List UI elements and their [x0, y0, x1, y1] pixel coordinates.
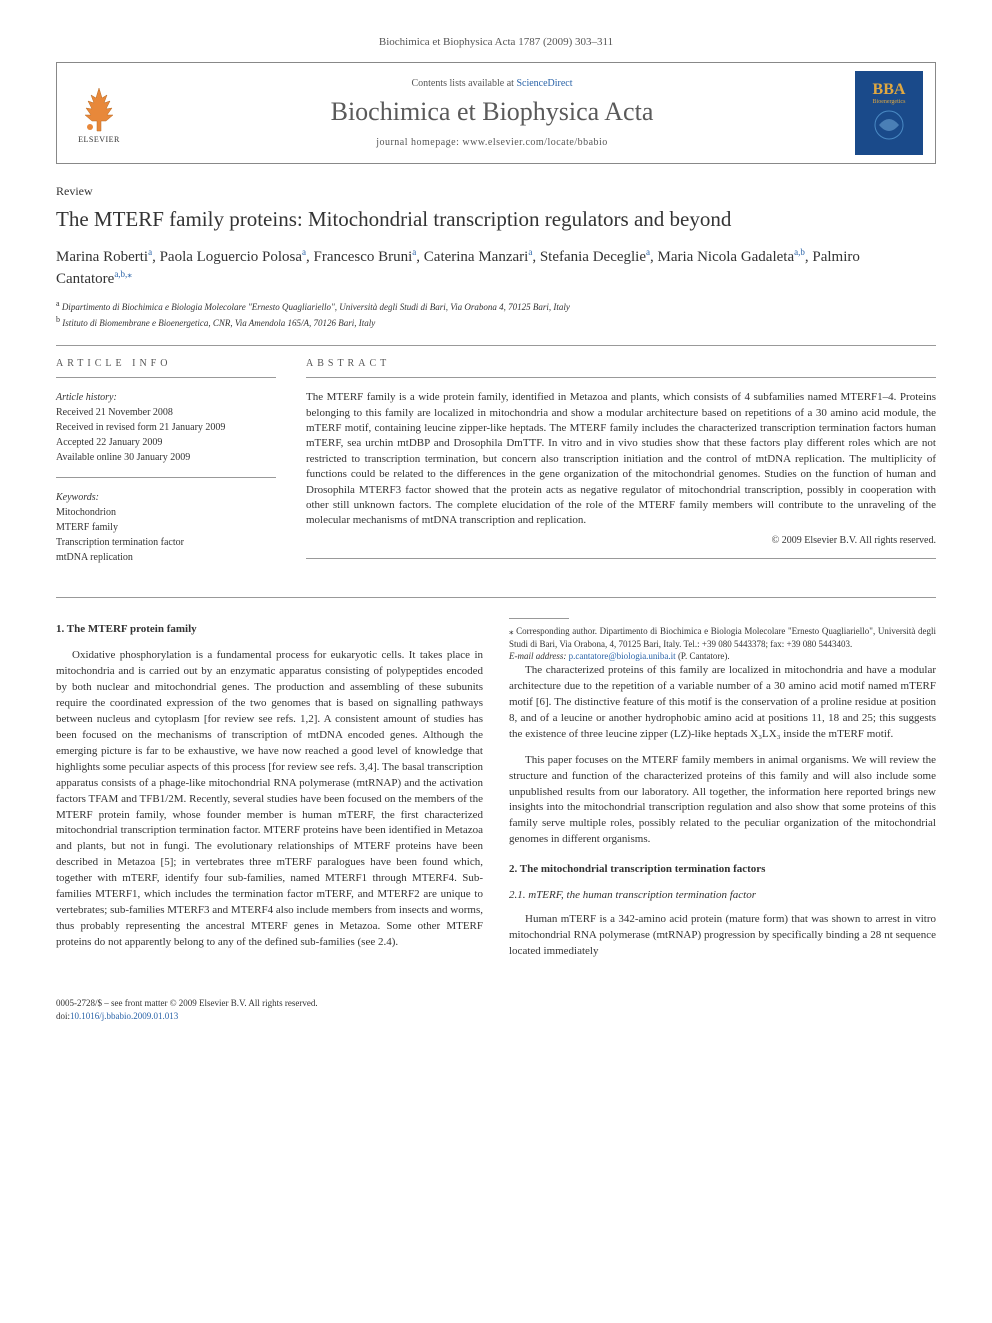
author-affil-sup: a,b, — [114, 269, 127, 279]
affiliation-b: b Istituto di Biomembrane e Bioenergetic… — [56, 314, 936, 330]
divider — [306, 558, 936, 559]
email-suffix: (P. Cantatore). — [676, 651, 730, 661]
homepage-label: journal homepage: — [376, 137, 462, 148]
doi-label: doi: — [56, 1011, 70, 1021]
author-affil-sup: a — [528, 247, 532, 257]
divider — [306, 377, 936, 378]
author[interactable]: Maria Nicola Gadaleta — [658, 249, 795, 265]
homepage-line: journal homepage: www.elsevier.com/locat… — [129, 137, 855, 148]
article-history-block: Article history: Received 21 November 20… — [56, 390, 276, 465]
keyword: Transcription termination factor — [56, 535, 276, 550]
online-date: Available online 30 January 2009 — [56, 450, 276, 465]
received-date: Received 21 November 2008 — [56, 405, 276, 420]
keyword: MTERF family — [56, 520, 276, 535]
abstract-column: ABSTRACT The MTERF family is a wide prot… — [306, 358, 936, 577]
affiliation-text: Dipartimento di Biochimica e Biologia Mo… — [62, 302, 570, 312]
info-abstract-row: ARTICLE INFO Article history: Received 2… — [56, 358, 936, 577]
author[interactable]: Stefania Deceglie — [540, 249, 646, 265]
keyword: mtDNA replication — [56, 550, 276, 565]
section-2-heading: 2. The mitochondrial transcription termi… — [509, 862, 936, 878]
author[interactable]: Marina Roberti — [56, 249, 148, 265]
author[interactable]: Paola Loguercio Polosa — [160, 249, 302, 265]
body-paragraph: The characterized proteins of this famil… — [509, 663, 936, 743]
header-inner: ELSEVIER Contents lists available at Sci… — [57, 63, 935, 163]
author-affil-sup: a — [412, 247, 416, 257]
keyword: Mitochondrion — [56, 505, 276, 520]
footnote-corr: ⁎ Corresponding author. Dipartimento di … — [509, 625, 936, 650]
divider — [56, 377, 276, 378]
article-info-column: ARTICLE INFO Article history: Received 2… — [56, 358, 276, 577]
abstract-header: ABSTRACT — [306, 358, 936, 369]
abstract-copyright: © 2009 Elsevier B.V. All rights reserved… — [306, 535, 936, 546]
homepage-url[interactable]: www.elsevier.com/locate/bbabio — [462, 137, 607, 148]
elsevier-logo: ELSEVIER — [69, 78, 129, 148]
author[interactable]: Caterina Manzari — [424, 249, 529, 265]
body-paragraph: Human mTERF is a 342-amino acid protein … — [509, 912, 936, 960]
journal-name: Biochimica et Biophysica Acta — [129, 97, 855, 127]
elsevier-tree-icon — [76, 83, 122, 133]
author-affil-sup: a — [646, 247, 650, 257]
affiliation-text: Istituto di Biomembrane e Bioenergetica,… — [62, 318, 375, 328]
sciencedirect-link[interactable]: ScienceDirect — [516, 78, 572, 89]
article-info-header: ARTICLE INFO — [56, 358, 276, 369]
footnote-block: ⁎ Corresponding author. Dipartimento di … — [509, 618, 936, 663]
revised-date: Received in revised form 21 January 2009 — [56, 420, 276, 435]
keywords-label: Keywords: — [56, 490, 276, 505]
corresponding-author-footnote: ⁎ Corresponding author. Dipartimento di … — [509, 625, 936, 663]
journal-reference: Biochimica et Biophysica Acta 1787 (2009… — [56, 36, 936, 48]
affiliation-a: a Dipartimento di Biochimica e Biologia … — [56, 298, 936, 314]
divider — [56, 345, 936, 346]
author-affil-sup: a,b — [794, 247, 805, 257]
bba-graphic-icon — [869, 105, 909, 145]
email-label: E-mail address: — [509, 651, 569, 661]
footnote-email-line: E-mail address: p.cantatore@biologia.uni… — [509, 650, 936, 663]
abstract-text: The MTERF family is a wide protein famil… — [306, 390, 936, 529]
bba-label: BBA — [873, 81, 906, 99]
keywords-block: Keywords: Mitochondrion MTERF family Tra… — [56, 490, 276, 565]
author[interactable]: Francesco Bruni — [314, 249, 413, 265]
accepted-date: Accepted 22 January 2009 — [56, 435, 276, 450]
body-paragraph: This paper focuses on the MTERF family m… — [509, 753, 936, 849]
history-label: Article history: — [56, 390, 276, 405]
footer-copyright: 0005-2728/$ – see front matter © 2009 El… — [56, 997, 936, 1010]
body-paragraph: Oxidative phosphorylation is a fundament… — [56, 648, 483, 951]
section-2-1-heading: 2.1. mTERF, the human transcription term… — [509, 888, 936, 904]
elsevier-label: ELSEVIER — [78, 135, 120, 144]
author-affil-sup: a — [148, 247, 152, 257]
article-title: The MTERF family proteins: Mitochondrial… — [56, 207, 936, 232]
page-footer: 0005-2728/$ – see front matter © 2009 El… — [56, 997, 936, 1022]
divider — [56, 477, 276, 478]
affiliations: a Dipartimento di Biochimica e Biologia … — [56, 298, 936, 329]
article-type: Review — [56, 184, 936, 199]
footer-doi-line: doi:10.1016/j.bbabio.2009.01.013 — [56, 1010, 936, 1023]
journal-header-box: ELSEVIER Contents lists available at Sci… — [56, 62, 936, 164]
author-affil-sup: a — [302, 247, 306, 257]
contents-prefix: Contents lists available at — [411, 78, 516, 89]
section-1-heading: 1. The MTERF protein family — [56, 622, 483, 638]
bba-cover-thumbnail: BBA Bioenergetics — [855, 71, 923, 155]
author-list: Marina Robertia, Paola Loguercio Polosaa… — [56, 246, 936, 290]
corresponding-star: ⁎ — [127, 269, 132, 279]
footnote-separator — [509, 618, 569, 619]
header-center: Contents lists available at ScienceDirec… — [129, 78, 855, 148]
body-two-column: 1. The MTERF protein family Oxidative ph… — [56, 618, 936, 967]
email-link[interactable]: p.cantatore@biologia.uniba.it — [569, 651, 676, 661]
doi-link[interactable]: 10.1016/j.bbabio.2009.01.013 — [70, 1011, 178, 1021]
contents-available-line: Contents lists available at ScienceDirec… — [129, 78, 855, 89]
divider — [56, 597, 936, 598]
